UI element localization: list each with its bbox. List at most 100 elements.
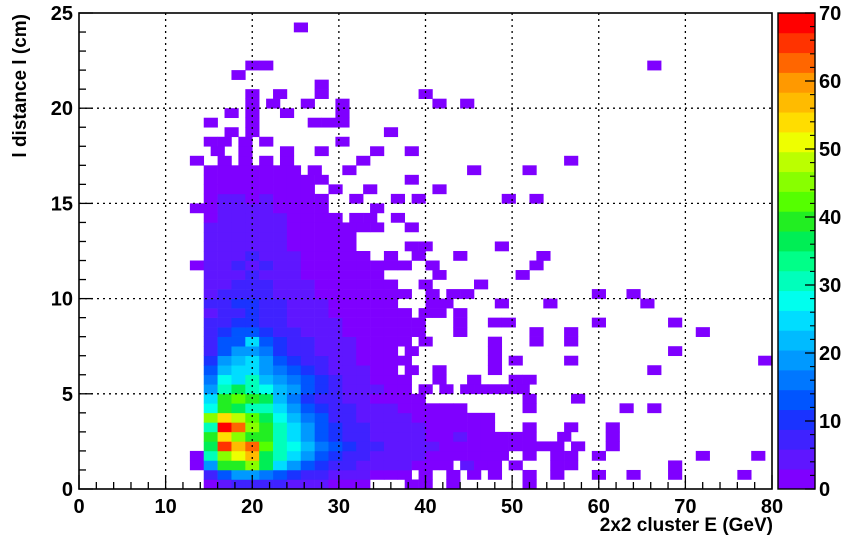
heatmap-cell <box>314 469 329 480</box>
heatmap-cell <box>425 422 440 433</box>
heatmap-cell <box>245 346 260 357</box>
heatmap-cell <box>342 346 357 357</box>
heatmap-cell <box>273 422 288 433</box>
heatmap-cell <box>300 374 315 385</box>
heatmap-cell <box>363 184 378 195</box>
heatmap-cell <box>259 327 274 337</box>
heatmap-cell <box>314 441 329 452</box>
x-tick-label: 0 <box>73 496 84 518</box>
heatmap-cell <box>370 365 385 376</box>
heatmap-cell <box>314 422 329 433</box>
heatmap-cell <box>390 212 406 223</box>
color-scale-segment <box>778 310 815 331</box>
heatmap-cell <box>217 422 232 433</box>
heatmap-cell <box>370 270 385 280</box>
heatmap-cell <box>342 308 357 318</box>
heatmap-cell <box>300 279 315 290</box>
heatmap-cell <box>356 279 371 290</box>
y-axis-title: l distance l (cm) <box>10 14 31 158</box>
heatmap-cell <box>356 374 371 385</box>
heatmap-cell <box>571 441 586 452</box>
heatmap-cell <box>356 431 371 442</box>
heatmap-cell <box>487 346 503 357</box>
heatmap-cell <box>480 412 496 423</box>
heatmap-cell <box>425 403 440 414</box>
heatmap-cell <box>273 365 288 376</box>
heatmap-cell <box>273 403 288 414</box>
heatmap-cell <box>259 174 274 185</box>
color-scale-segment <box>778 72 815 93</box>
heatmap-cell <box>390 193 406 204</box>
heatmap-cell <box>286 469 302 480</box>
heatmap-cell <box>293 22 308 33</box>
heatmap-cell <box>425 450 440 461</box>
heatmap-cell <box>314 365 329 376</box>
heatmap-cell <box>342 450 357 461</box>
heatmap-cell <box>397 460 412 471</box>
heatmap-cell <box>286 441 302 452</box>
heatmap-cell <box>342 251 357 261</box>
heatmap-cell <box>273 251 288 261</box>
heatmap-cell <box>203 174 218 185</box>
heatmap-cell <box>328 460 343 471</box>
heatmap-cell <box>328 251 343 261</box>
color-scale-segment <box>778 191 815 212</box>
heatmap-cell <box>383 460 399 471</box>
heatmap-cell <box>695 327 710 337</box>
heatmap-cell <box>203 346 218 357</box>
heatmap-cell <box>418 336 433 347</box>
heatmap-cell <box>259 460 274 471</box>
heatmap-cell <box>300 231 315 242</box>
heatmap-cell <box>397 441 412 452</box>
heatmap-cell <box>328 289 343 299</box>
heatmap-cell <box>231 412 246 423</box>
heatmap-cell <box>286 346 302 357</box>
heatmap-cell <box>210 146 225 157</box>
heatmap-cell <box>314 203 329 214</box>
heatmap-cell <box>314 355 329 366</box>
heatmap-cell <box>591 469 606 480</box>
heatmap-cell <box>259 336 274 347</box>
heatmap-cell <box>217 298 232 309</box>
heatmap-cell <box>217 346 232 357</box>
heatmap-cell <box>286 193 302 204</box>
heatmap-cell <box>356 327 371 337</box>
heatmap-cell <box>259 469 274 480</box>
heatmap-cell <box>439 412 454 423</box>
heatmap-cell <box>370 431 385 442</box>
heatmap-cell <box>286 231 302 242</box>
heatmap-cell <box>397 393 412 404</box>
heatmap-cell <box>273 241 288 252</box>
heatmap-cell <box>259 289 274 299</box>
heatmap-cell <box>626 289 641 299</box>
heatmap-cell <box>737 469 752 480</box>
heatmap-cell <box>605 431 620 442</box>
heatmap-cell <box>231 241 246 252</box>
heatmap-cell <box>203 241 218 252</box>
heatmap-cell <box>273 479 288 490</box>
heatmap-cell <box>356 393 371 404</box>
heatmap-cell <box>300 346 315 357</box>
heatmap-cell <box>383 289 399 299</box>
heatmap-cell <box>328 450 343 461</box>
heatmap-cell <box>300 298 315 309</box>
color-scale-segment <box>778 13 815 34</box>
heatmap-cell <box>279 155 295 166</box>
heatmap-cell <box>591 450 606 461</box>
heatmap-cell <box>259 212 274 223</box>
heatmap-cell <box>238 155 253 166</box>
heatmap-cell <box>619 403 634 414</box>
heatmap-cell <box>342 279 357 290</box>
heatmap-cell <box>273 431 288 442</box>
heatmap-cell <box>203 203 218 214</box>
heatmap-cell <box>286 241 302 252</box>
heatmap-cell <box>508 431 523 442</box>
heatmap-cell <box>286 184 302 195</box>
heatmap-cell <box>751 450 766 461</box>
heatmap-cell <box>231 203 246 214</box>
heatmap-cell <box>273 289 288 299</box>
heatmap-cell <box>487 384 503 395</box>
heatmap-cell <box>383 279 399 290</box>
heatmap-cell <box>286 298 302 309</box>
heatmap-cell <box>328 317 343 328</box>
